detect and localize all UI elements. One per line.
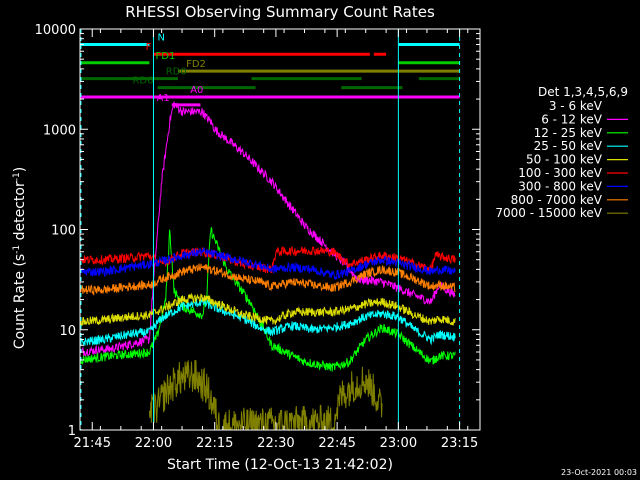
legend-entry-25-50-kev: 25 - 50 keV (534, 139, 603, 153)
y-tick-label: 10 (59, 324, 76, 339)
series-line-800-7000-kev (79, 263, 456, 296)
x-tick-label: 23:15 (441, 436, 478, 451)
band-label-a0: A0 (190, 85, 203, 96)
band-label-rd0: RD0 (166, 67, 187, 78)
y-axis-label-part: Count Rate (s (12, 254, 28, 349)
x-tick-label: 22:00 (135, 436, 172, 451)
chart-title: RHESSI Observing Summary Count Rates (125, 3, 435, 21)
band-label-n: N (158, 33, 165, 44)
x-tick-label: 23:00 (380, 436, 417, 451)
series-line-100-300-kev (79, 246, 456, 274)
legend-entry-3-6-kev: 3 - 6 keV (549, 99, 603, 113)
x-axis-ticks: 21:45 22:00 22:15 22:30 22:45 23:00 23:15 (74, 29, 478, 451)
band-label-fd1: FD1 (156, 51, 176, 62)
y-axis-label-part: -1 (12, 172, 22, 181)
x-tick-label: 21:45 (74, 436, 111, 451)
series-line-300-800-kev (79, 246, 456, 281)
y-tick-label: 1000 (43, 123, 76, 138)
legend-header: Det 1,3,4,5,6,9 (538, 85, 628, 99)
band-label-a1: A1 (157, 93, 170, 104)
y-axis-label-part: ) (12, 167, 28, 172)
y-axis-label-part: detector (12, 181, 28, 245)
band-label-f: F (146, 42, 152, 53)
y-axis-label-part: -1 (12, 245, 22, 254)
legend-entry-50-100-kev: 50 - 100 keV (526, 153, 603, 167)
band-label-rd6: RD6 (132, 76, 153, 87)
y-axis-label: Count Rate (s-1 detector-1) (12, 167, 28, 349)
series-line-12-25-kev (79, 227, 456, 372)
legend-entry-7000-15000-kev: 7000 - 15000 keV (495, 206, 602, 220)
y-tick-label: 1 (68, 424, 76, 439)
band-label-fd2: FD2 (186, 59, 206, 70)
series-line-7000-15000-kev (148, 360, 383, 432)
y-tick-label: 100 (51, 224, 76, 239)
legend-entry-800-7000-kev: 800 - 7000 keV (511, 193, 603, 207)
legend-entry-100-300-kev: 100 - 300 keV (518, 166, 602, 180)
series-line-6-12-kev (79, 100, 456, 357)
legend-entry-300-800-kev: 300 - 800 keV (518, 179, 602, 193)
x-tick-label: 22:15 (196, 436, 233, 451)
x-tick-label: 22:30 (257, 436, 294, 451)
x-tick-label: 22:45 (318, 436, 355, 451)
series-group (79, 100, 456, 432)
series-line-25-50-kev (79, 297, 456, 346)
series-line-50-100-kev (79, 292, 456, 327)
y-tick-label: 10000 (35, 23, 76, 38)
legend-entry-6-12-kev: 6 - 12 keV (541, 112, 603, 126)
y-axis-ticks: 1 10 100 1000 10000 (35, 23, 480, 439)
timestamp-label: 23-Oct-2021 00:03 (561, 468, 637, 477)
x-axis-label: Start Time (12-Oct-13 21:42:02) (167, 457, 393, 473)
legend-entry-12-25-kev: 12 - 25 keV (534, 126, 603, 140)
